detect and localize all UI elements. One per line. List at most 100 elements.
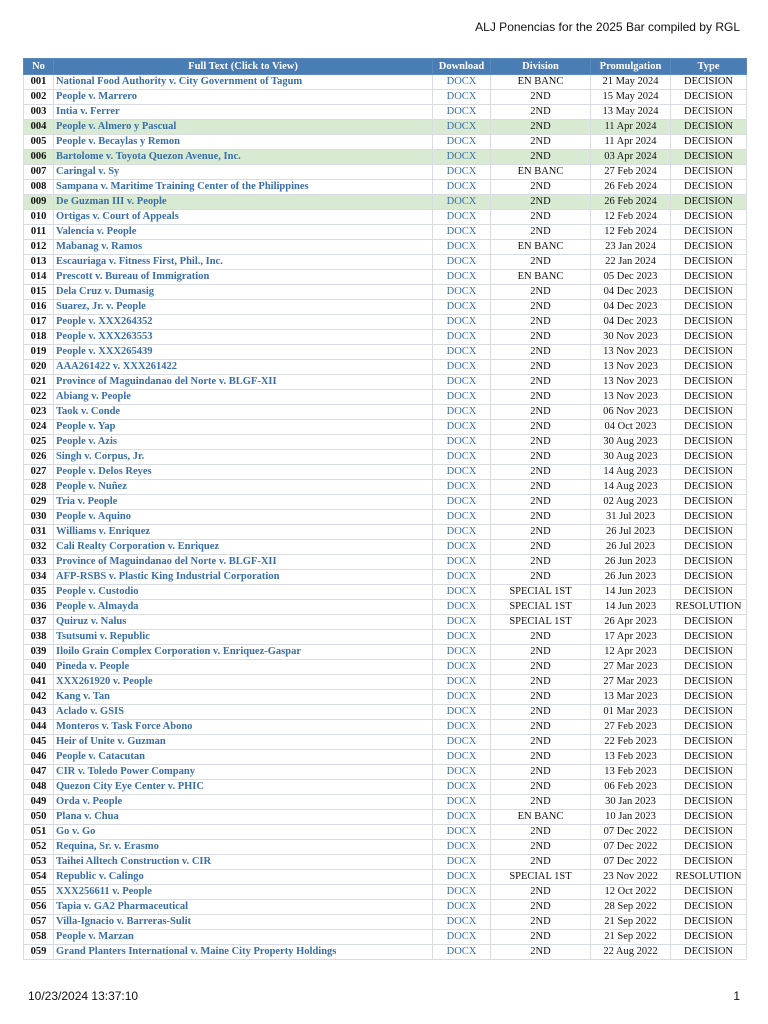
case-title-link[interactable]: People v. Almayda xyxy=(53,599,433,615)
download-link[interactable]: DOCX xyxy=(432,464,491,480)
download-link[interactable]: DOCX xyxy=(432,539,491,555)
download-link[interactable]: DOCX xyxy=(432,929,491,945)
download-link[interactable]: DOCX xyxy=(432,209,491,225)
download-link[interactable]: DOCX xyxy=(432,269,491,285)
download-link[interactable]: DOCX xyxy=(432,329,491,345)
download-link[interactable]: DOCX xyxy=(432,389,491,405)
case-title-link[interactable]: Sampana v. Maritime Training Center of t… xyxy=(53,179,433,195)
download-link[interactable]: DOCX xyxy=(432,704,491,720)
download-link[interactable]: DOCX xyxy=(432,809,491,825)
download-link[interactable]: DOCX xyxy=(432,944,491,960)
case-title-link[interactable]: Dela Cruz v. Dumasig xyxy=(53,284,433,300)
download-link[interactable]: DOCX xyxy=(432,644,491,660)
download-link[interactable]: DOCX xyxy=(432,869,491,885)
case-title-link[interactable]: People v. Marzan xyxy=(53,929,433,945)
case-title-link[interactable]: Abiang v. People xyxy=(53,389,433,405)
download-link[interactable]: DOCX xyxy=(432,794,491,810)
download-link[interactable]: DOCX xyxy=(432,404,491,420)
case-title-link[interactable]: XXX261920 v. People xyxy=(53,674,433,690)
case-title-link[interactable]: Tapia v. GA2 Pharmaceutical xyxy=(53,899,433,915)
download-link[interactable]: DOCX xyxy=(432,239,491,255)
case-title-link[interactable]: Republic v. Calingo xyxy=(53,869,433,885)
case-title-link[interactable]: Cali Realty Corporation v. Enriquez xyxy=(53,539,433,555)
case-title-link[interactable]: Heir of Unite v. Guzman xyxy=(53,734,433,750)
download-link[interactable]: DOCX xyxy=(432,479,491,495)
download-link[interactable]: DOCX xyxy=(432,749,491,765)
download-link[interactable]: DOCX xyxy=(432,719,491,735)
download-link[interactable]: DOCX xyxy=(432,194,491,210)
download-link[interactable]: DOCX xyxy=(432,104,491,120)
download-link[interactable]: DOCX xyxy=(432,659,491,675)
download-link[interactable]: DOCX xyxy=(432,884,491,900)
download-link[interactable]: DOCX xyxy=(432,599,491,615)
download-link[interactable]: DOCX xyxy=(432,614,491,630)
case-title-link[interactable]: Bartolome v. Toyota Quezon Avenue, Inc. xyxy=(53,149,433,165)
case-title-link[interactable]: Intia v. Ferrer xyxy=(53,104,433,120)
case-title-link[interactable]: Orda v. People xyxy=(53,794,433,810)
case-title-link[interactable]: People v. XXX265439 xyxy=(53,344,433,360)
download-link[interactable]: DOCX xyxy=(432,899,491,915)
case-title-link[interactable]: Plana v. Chua xyxy=(53,809,433,825)
case-title-link[interactable]: Iloilo Grain Complex Corporation v. Enri… xyxy=(53,644,433,660)
case-title-link[interactable]: Requina, Sr. v. Erasmo xyxy=(53,839,433,855)
case-title-link[interactable]: Grand Planters International v. Maine Ci… xyxy=(53,944,433,960)
download-link[interactable]: DOCX xyxy=(432,299,491,315)
download-link[interactable]: DOCX xyxy=(432,629,491,645)
download-link[interactable]: DOCX xyxy=(432,434,491,450)
case-title-link[interactable]: AAA261422 v. XXX261422 xyxy=(53,359,433,375)
case-title-link[interactable]: XXX256611 v. People xyxy=(53,884,433,900)
case-title-link[interactable]: Tsutsumi v. Republic xyxy=(53,629,433,645)
download-link[interactable]: DOCX xyxy=(432,674,491,690)
download-link[interactable]: DOCX xyxy=(432,224,491,240)
case-title-link[interactable]: Province of Maguindanao del Norte v. BLG… xyxy=(53,374,433,390)
download-link[interactable]: DOCX xyxy=(432,374,491,390)
case-title-link[interactable]: Taihei Alltech Construction v. CIR xyxy=(53,854,433,870)
download-link[interactable]: DOCX xyxy=(432,89,491,105)
download-link[interactable]: DOCX xyxy=(432,419,491,435)
case-title-link[interactable]: Singh v. Corpus, Jr. xyxy=(53,449,433,465)
case-title-link[interactable]: Prescott v. Bureau of Immigration xyxy=(53,269,433,285)
download-link[interactable]: DOCX xyxy=(432,134,491,150)
case-title-link[interactable]: National Food Authority v. City Governme… xyxy=(53,74,433,90)
case-title-link[interactable]: Province of Maguindanao del Norte v. BLG… xyxy=(53,554,433,570)
case-title-link[interactable]: People v. Catacutan xyxy=(53,749,433,765)
case-title-link[interactable]: Quiruz v. Nalus xyxy=(53,614,433,630)
download-link[interactable]: DOCX xyxy=(432,284,491,300)
case-title-link[interactable]: Kang v. Tan xyxy=(53,689,433,705)
case-title-link[interactable]: Valencia v. People xyxy=(53,224,433,240)
case-title-link[interactable]: People v. XXX264352 xyxy=(53,314,433,330)
download-link[interactable]: DOCX xyxy=(432,149,491,165)
case-title-link[interactable]: Tria v. People xyxy=(53,494,433,510)
download-link[interactable]: DOCX xyxy=(432,509,491,525)
case-title-link[interactable]: Pineda v. People xyxy=(53,659,433,675)
case-title-link[interactable]: People v. Custodio xyxy=(53,584,433,600)
case-title-link[interactable]: Suarez, Jr. v. People xyxy=(53,299,433,315)
download-link[interactable]: DOCX xyxy=(432,779,491,795)
download-link[interactable]: DOCX xyxy=(432,254,491,270)
download-link[interactable]: DOCX xyxy=(432,689,491,705)
case-title-link[interactable]: Williams v. Enriquez xyxy=(53,524,433,540)
download-link[interactable]: DOCX xyxy=(432,824,491,840)
download-link[interactable]: DOCX xyxy=(432,494,491,510)
download-link[interactable]: DOCX xyxy=(432,344,491,360)
case-title-link[interactable]: Mabanag v. Ramos xyxy=(53,239,433,255)
case-title-link[interactable]: De Guzman III v. People xyxy=(53,194,433,210)
case-title-link[interactable]: Caringal v. Sy xyxy=(53,164,433,180)
download-link[interactable]: DOCX xyxy=(432,314,491,330)
case-title-link[interactable]: Escauriaga v. Fitness First, Phil., Inc. xyxy=(53,254,433,270)
case-title-link[interactable]: People v. Yap xyxy=(53,419,433,435)
download-link[interactable]: DOCX xyxy=(432,854,491,870)
case-title-link[interactable]: People v. Azis xyxy=(53,434,433,450)
download-link[interactable]: DOCX xyxy=(432,359,491,375)
case-title-link[interactable]: People v. Almero y Pascual xyxy=(53,119,433,135)
case-title-link[interactable]: Villa-Ignacio v. Barreras-Sulit xyxy=(53,914,433,930)
case-title-link[interactable]: People v. Delos Reyes xyxy=(53,464,433,480)
download-link[interactable]: DOCX xyxy=(432,584,491,600)
case-title-link[interactable]: Aclado v. GSIS xyxy=(53,704,433,720)
case-title-link[interactable]: Monteros v. Task Force Abono xyxy=(53,719,433,735)
case-title-link[interactable]: Taok v. Conde xyxy=(53,404,433,420)
download-link[interactable]: DOCX xyxy=(432,839,491,855)
download-link[interactable]: DOCX xyxy=(432,179,491,195)
download-link[interactable]: DOCX xyxy=(432,449,491,465)
case-title-link[interactable]: CIR v. Toledo Power Company xyxy=(53,764,433,780)
